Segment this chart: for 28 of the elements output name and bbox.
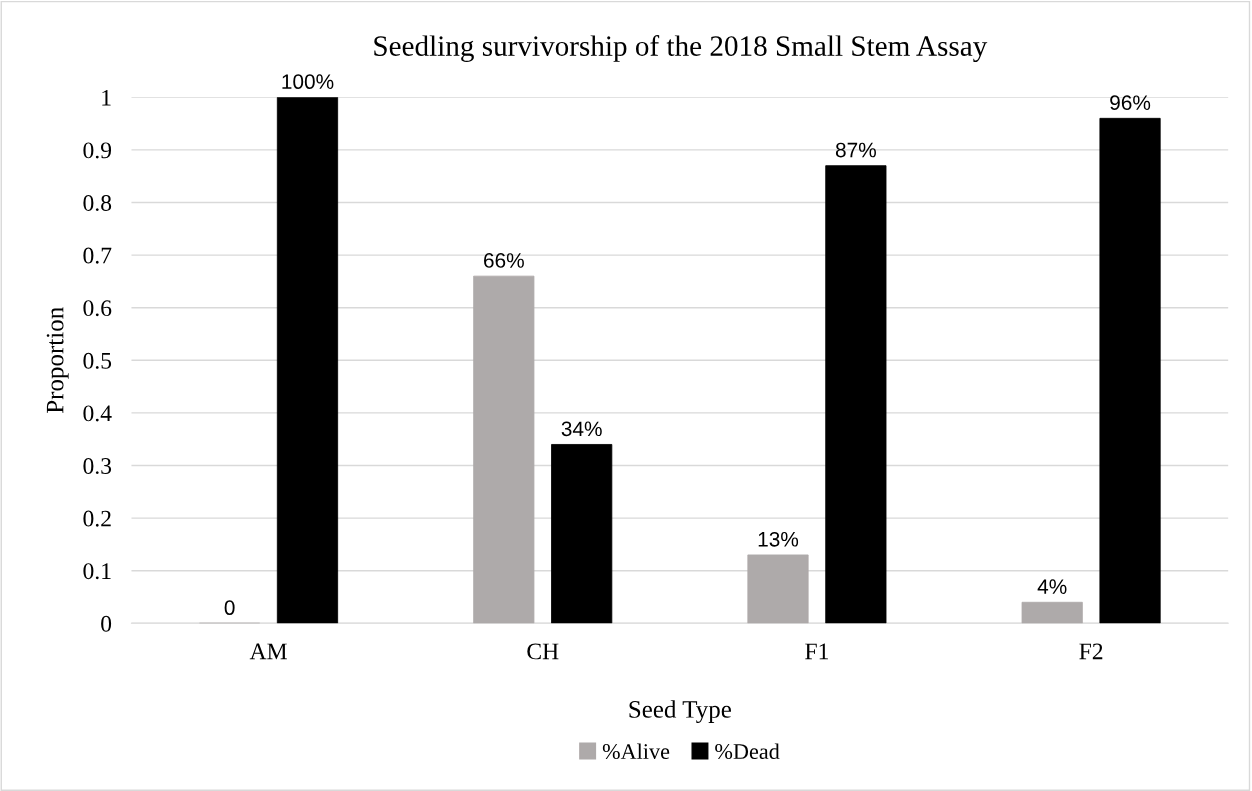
legend-label: %Dead bbox=[715, 743, 780, 760]
data-label: 66% bbox=[484, 253, 524, 268]
y-tick-label: 0.3 bbox=[83, 457, 112, 475]
y-tick-label: 0 bbox=[101, 615, 112, 632]
legend-label: %Alive bbox=[602, 743, 670, 760]
x-tick-label: F2 bbox=[1079, 643, 1103, 660]
y-tick-label: 1 bbox=[102, 89, 111, 106]
data-label: 13% bbox=[758, 531, 799, 547]
data-label: 87% bbox=[835, 142, 876, 158]
data-label: 34% bbox=[561, 421, 602, 437]
y-tick-label: 0.1 bbox=[83, 563, 111, 580]
data-label: 0 bbox=[224, 600, 235, 616]
y-tick-label: 0.7 bbox=[83, 247, 112, 264]
chart-title: Seedling survivorship of the 2018 Small Stem Assay bbox=[374, 35, 988, 62]
data-label: 100% bbox=[282, 74, 334, 90]
y-tick-label: 0.9 bbox=[83, 142, 112, 159]
data-label: 4% bbox=[1037, 579, 1067, 594]
y-tick-label: 0.2 bbox=[83, 510, 111, 527]
x-tick-label: CH bbox=[527, 643, 559, 660]
y-tick-label: 0.5 bbox=[83, 352, 112, 369]
y-tick-label: 0.4 bbox=[83, 405, 112, 422]
data-label: 96% bbox=[1110, 95, 1151, 111]
x-tick-label: AM bbox=[249, 643, 287, 660]
y-tick-label: 0.8 bbox=[83, 194, 112, 212]
x-tick-label: F1 bbox=[805, 643, 828, 660]
y-axis-title: Proportion bbox=[46, 307, 69, 414]
x-axis-title: Seed Type bbox=[629, 700, 731, 724]
y-tick-label: 0.6 bbox=[83, 300, 112, 317]
